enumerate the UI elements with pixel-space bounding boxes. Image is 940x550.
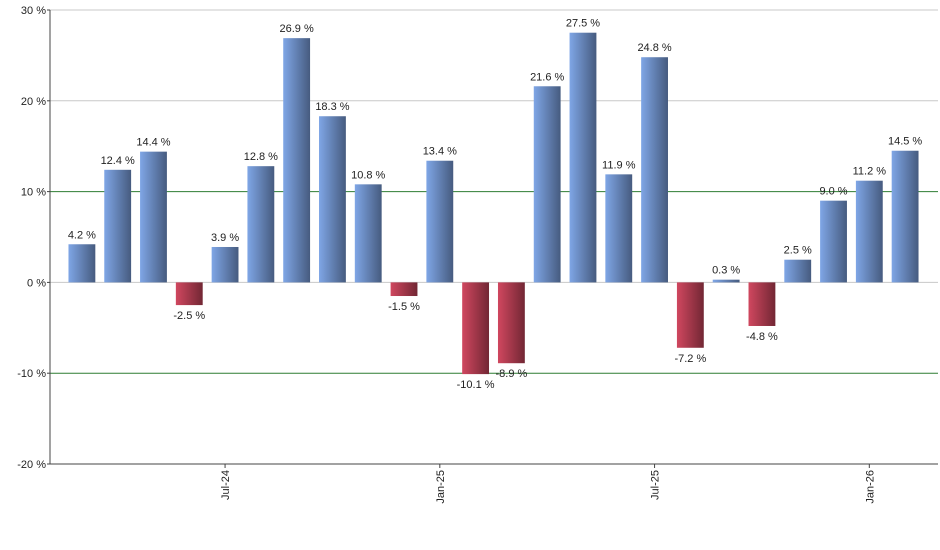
bar bbox=[784, 259, 812, 283]
y-tick-label: 10 % bbox=[21, 187, 46, 199]
value-label: 3.9 % bbox=[211, 232, 239, 244]
bar bbox=[319, 116, 346, 283]
value-label: -4.8 % bbox=[746, 331, 778, 343]
bar bbox=[104, 169, 132, 283]
bar bbox=[820, 200, 847, 283]
bar bbox=[641, 57, 668, 283]
bar bbox=[211, 246, 239, 283]
value-label: 10.8 % bbox=[351, 169, 385, 181]
x-tick-label: Jan-26 bbox=[864, 470, 876, 504]
bar bbox=[68, 244, 96, 283]
bar bbox=[140, 151, 167, 283]
y-tick-label: -20 % bbox=[17, 459, 46, 471]
value-label: 18.3 % bbox=[315, 101, 349, 113]
bar bbox=[354, 184, 382, 283]
value-label: 14.5 % bbox=[888, 136, 922, 148]
value-label: 11.2 % bbox=[853, 166, 887, 178]
bar bbox=[497, 282, 525, 364]
value-label: 9.0 % bbox=[819, 186, 847, 198]
bar bbox=[533, 86, 561, 283]
value-label: 14.4 % bbox=[136, 137, 170, 149]
value-label: -1.5 % bbox=[388, 301, 420, 313]
value-label: -7.2 % bbox=[674, 353, 706, 365]
value-label: -8.9 % bbox=[495, 368, 527, 380]
bar bbox=[712, 279, 740, 283]
x-tick-label: Jul-24 bbox=[220, 470, 232, 500]
y-tick-label: 0 % bbox=[27, 277, 46, 289]
bar bbox=[247, 166, 275, 283]
y-tick-label: -10 % bbox=[17, 368, 46, 380]
bar bbox=[569, 32, 597, 283]
x-tick-label: Jul-25 bbox=[650, 470, 662, 500]
bar bbox=[605, 174, 633, 283]
bar bbox=[748, 282, 776, 326]
bar bbox=[855, 180, 883, 283]
bar bbox=[676, 282, 704, 348]
value-label: 11.9 % bbox=[602, 159, 636, 171]
value-label: 21.6 % bbox=[530, 71, 564, 83]
y-tick-label: 30 % bbox=[21, 5, 46, 17]
bar bbox=[175, 282, 203, 306]
value-label: -2.5 % bbox=[173, 310, 205, 322]
bar bbox=[283, 38, 311, 283]
value-label: 13.4 % bbox=[423, 146, 457, 158]
value-label: 24.8 % bbox=[637, 42, 671, 54]
x-tick-label: Jan-25 bbox=[435, 470, 447, 504]
value-label: 0.3 % bbox=[712, 265, 740, 277]
value-label: 2.5 % bbox=[784, 245, 812, 257]
value-label: 27.5 % bbox=[566, 18, 600, 30]
value-label: -10.1 % bbox=[457, 379, 495, 391]
bar bbox=[390, 282, 418, 297]
value-label: 26.9 % bbox=[280, 23, 314, 35]
y-tick-label: 20 % bbox=[21, 96, 46, 108]
bar bbox=[462, 282, 490, 375]
bar bbox=[891, 150, 919, 283]
value-label: 12.8 % bbox=[244, 151, 278, 163]
value-label: 4.2 % bbox=[68, 229, 96, 241]
bar bbox=[426, 160, 454, 283]
value-label: 12.4 % bbox=[101, 155, 135, 167]
